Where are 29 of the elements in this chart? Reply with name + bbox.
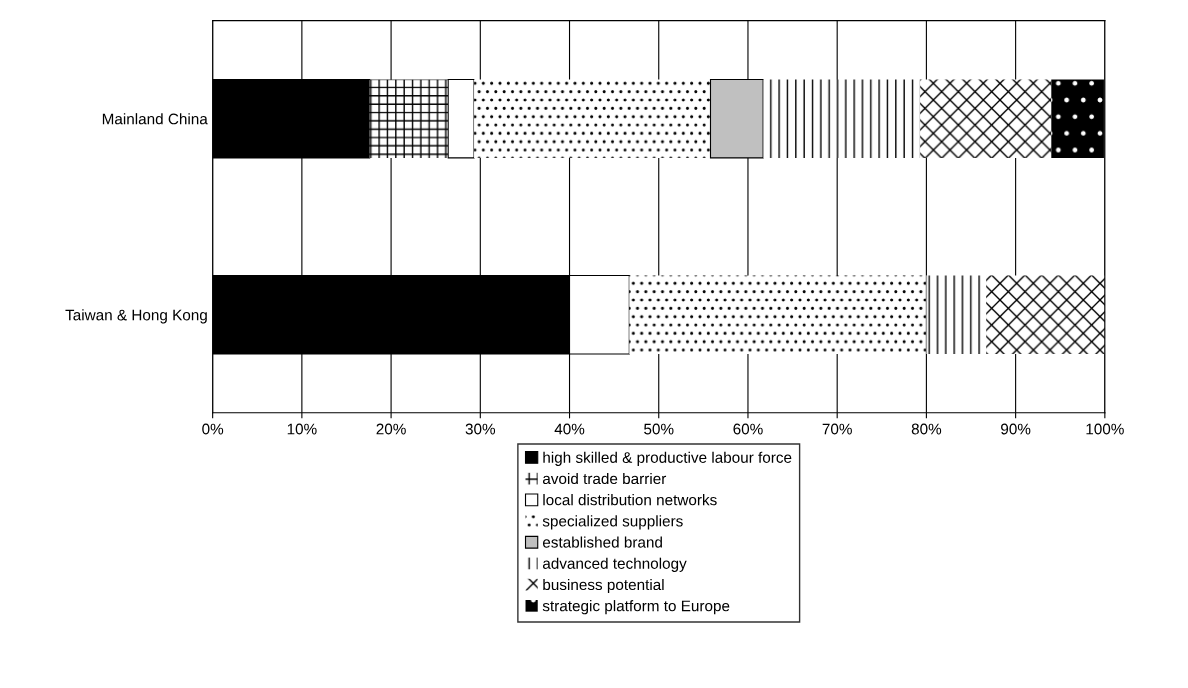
bar: [920, 79, 1052, 158]
bar: [474, 79, 711, 158]
bar: [1051, 79, 1104, 158]
bar: [369, 79, 449, 158]
x-tick-label: 100%: [1086, 423, 1124, 435]
y-tick-label: Mainland China: [102, 113, 208, 125]
bar: [629, 275, 927, 354]
legend-label: avoid trade barrier: [542, 472, 667, 485]
legend-label: advanced technology: [542, 557, 687, 572]
legend-label: established brand: [542, 536, 662, 548]
x-tick-label: 70%: [822, 423, 852, 435]
legend-label: high skilled & productive labour force: [543, 451, 792, 466]
x-tick-label: 90%: [1001, 423, 1031, 435]
x-tick-label: 30%: [465, 423, 496, 435]
legend-label: local distribution networks: [543, 494, 717, 506]
y-tick-label: Taiwan & Hong Kong: [65, 309, 207, 324]
x-tick-label: 20%: [376, 423, 406, 435]
legend-label: specialized suppliers: [542, 515, 683, 530]
x-tick-label: 40%: [554, 423, 585, 435]
legend-label: strategic platform to Europe: [542, 600, 730, 615]
x-tick-label: 80%: [911, 423, 942, 435]
x-tick-label: 50%: [644, 423, 674, 435]
x-tick-label: 10%: [287, 423, 317, 435]
x-tick-label: 60%: [733, 423, 763, 435]
bar: [447, 78, 475, 159]
bar: [986, 275, 1105, 354]
bar: [763, 79, 921, 158]
x-tick-label: 0%: [202, 423, 224, 435]
legend-label: business potential: [543, 578, 664, 594]
